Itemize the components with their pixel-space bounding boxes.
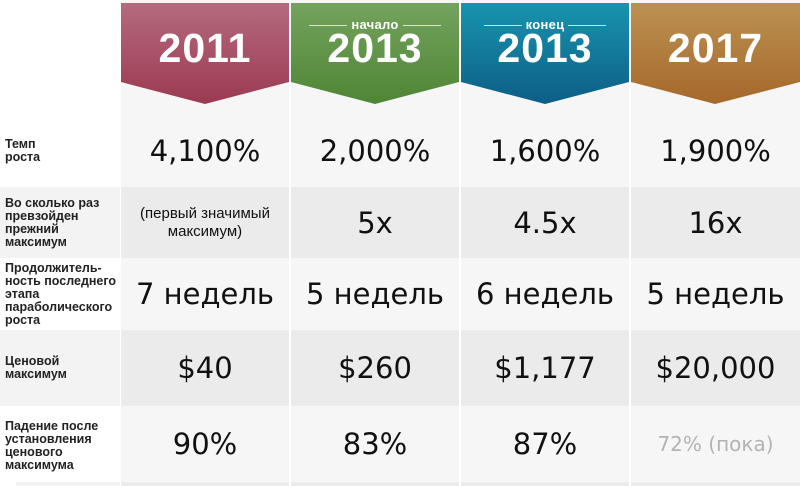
chevron-banner-shape bbox=[121, 3, 289, 104]
cell-bg bbox=[291, 258, 459, 330]
banner-subtitle: начало bbox=[291, 17, 459, 32]
cell-bg bbox=[121, 258, 289, 330]
cell-exceeded: 4.5x bbox=[513, 205, 577, 240]
row-label-duration: Продолжитель-ность последнего этапа парабо… bbox=[5, 260, 117, 327]
cell-growth: 1,900% bbox=[660, 134, 771, 168]
cell-duration: 5 недель bbox=[306, 277, 444, 311]
cell-exceeded: 16x bbox=[688, 205, 743, 240]
column-2017: 2017 1,900% 16x 5 недель $20,000 72% (по… bbox=[631, 0, 800, 486]
cell-price-peak: $20,000 bbox=[655, 351, 776, 385]
cell-bg bbox=[121, 330, 289, 406]
year-banner-2017: 2017 bbox=[631, 3, 800, 104]
banner-year: 2013 bbox=[327, 25, 423, 71]
chevron-banner-shape bbox=[461, 3, 629, 104]
cell-drop: 87% bbox=[512, 427, 578, 461]
cell-growth: 1,600% bbox=[489, 134, 601, 168]
cell-bg bbox=[291, 482, 459, 486]
year-banner-late-2013: конец 2013 bbox=[461, 3, 629, 104]
cell-drop: 90% bbox=[172, 427, 238, 461]
cell-exceeded: 5x bbox=[357, 205, 393, 240]
year-banner-early-2013: начало 2013 bbox=[291, 3, 459, 104]
chevron-banner-shape bbox=[291, 3, 459, 104]
chevron-banner-shape bbox=[631, 3, 800, 104]
cell-bg bbox=[461, 482, 629, 486]
label-bg-row-4 bbox=[0, 330, 120, 406]
cell-bg bbox=[461, 406, 629, 482]
label-bg-bottom bbox=[16, 482, 120, 486]
banner-year: 2011 bbox=[158, 25, 252, 71]
cell-exceeded: (первый значимый максимум) bbox=[140, 204, 270, 240]
cell-bg bbox=[631, 187, 800, 258]
column-2011: 2011 4,100% (первый значимый максимум) 7… bbox=[121, 0, 289, 486]
row-label-drop: Падение после установления ценового максиму… bbox=[5, 419, 99, 472]
column-early-2013: начало 2013 2,000% 5x 5 недель $260 83% bbox=[291, 0, 459, 486]
year-banner-2011: 2011 bbox=[121, 3, 289, 104]
cell-bg bbox=[291, 406, 459, 482]
cell-bg bbox=[461, 330, 629, 406]
cell-bg bbox=[121, 406, 289, 482]
cell-bg bbox=[631, 258, 800, 330]
row-label-price-peak: Ценовой максимум bbox=[5, 354, 67, 381]
cell-bg bbox=[461, 187, 629, 258]
cell-bg bbox=[121, 187, 289, 258]
cell-drop: 72% (пока) bbox=[657, 432, 774, 456]
cell-duration: 5 недель bbox=[646, 277, 785, 311]
label-bg-row-2 bbox=[0, 187, 120, 258]
cell-price-peak: $1,177 bbox=[494, 351, 596, 385]
cell-growth: 2,000% bbox=[319, 134, 431, 168]
cell-growth: 4,100% bbox=[149, 134, 261, 168]
cell-duration: 7 недель bbox=[136, 277, 274, 311]
banner-subtitle: конец bbox=[461, 17, 629, 32]
cell-price-peak: $40 bbox=[177, 351, 233, 385]
cell-price-peak: $260 bbox=[338, 351, 412, 385]
cell-bg bbox=[291, 330, 459, 406]
cell-bg bbox=[631, 406, 800, 482]
banner-year: 2013 bbox=[497, 25, 593, 71]
cell-drop: 83% bbox=[342, 427, 408, 461]
cell-bg bbox=[631, 330, 800, 406]
row-label-exceeded: Во сколько раз превзойден прежний максимум bbox=[5, 195, 100, 249]
cell-bg bbox=[631, 482, 800, 486]
banner-year: 2017 bbox=[667, 25, 764, 71]
label-column: Темп роста Во сколько раз превзойден прежни… bbox=[0, 0, 120, 486]
cell-bg bbox=[291, 187, 459, 258]
cell-bg bbox=[461, 258, 629, 330]
row-label-growth: Темп роста bbox=[5, 137, 41, 164]
cell-bg bbox=[121, 482, 289, 486]
cell-duration: 6 недель bbox=[476, 277, 614, 311]
column-late-2013: конец 2013 1,600% 4.5x 6 недель $1,177 8… bbox=[461, 0, 629, 486]
